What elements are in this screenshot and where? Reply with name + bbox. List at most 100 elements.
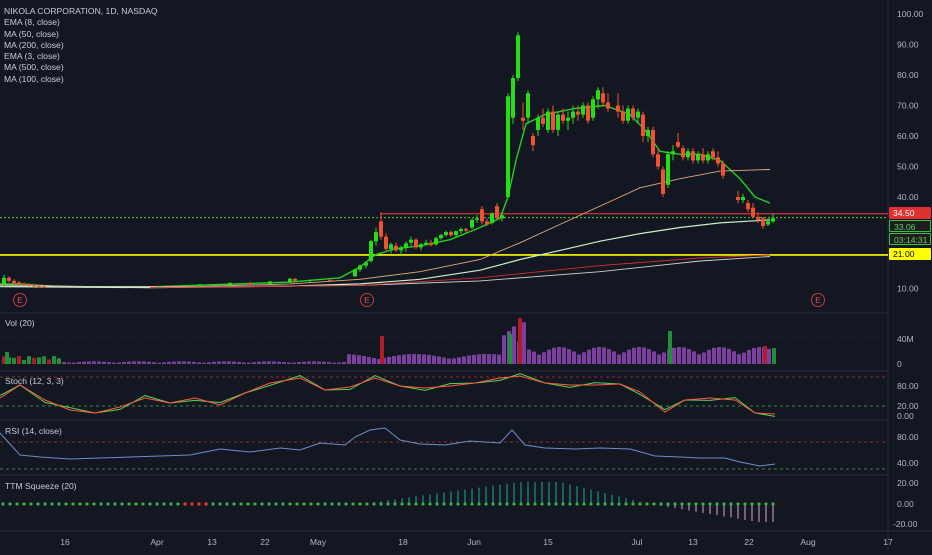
candle-body	[17, 282, 21, 284]
volume-bar	[592, 347, 596, 364]
legend-ma200[interactable]: MA (200, close)	[4, 39, 64, 50]
volume-bar	[697, 354, 701, 364]
ttm-squeeze-dot	[253, 502, 257, 506]
volume-bar	[372, 357, 376, 364]
ttm-squeeze-dot	[337, 502, 341, 506]
volume-bar	[577, 354, 581, 364]
stoch-k-line	[0, 375, 776, 415]
volume-bar	[397, 355, 401, 364]
ttm-squeeze-dot	[638, 502, 642, 506]
volume-bar	[542, 352, 546, 364]
volume-bar	[362, 356, 366, 364]
legend-ma50[interactable]: MA (50, close)	[4, 28, 59, 39]
candle-body	[626, 108, 630, 121]
volume-bar	[377, 358, 381, 364]
candle-body	[37, 286, 41, 288]
candle-body	[516, 35, 520, 79]
ttm-squeeze-dot	[449, 502, 453, 506]
candle-body	[429, 242, 433, 246]
main-legend: NIKOLA CORPORATION, 1D, NASDAQ EMA (8, c…	[4, 6, 158, 85]
candle-body	[706, 154, 710, 161]
candle-body	[746, 203, 750, 210]
ttm-squeeze-dot	[393, 502, 397, 506]
volume-bar	[607, 349, 611, 364]
volume-bar	[652, 351, 656, 364]
volume-bar	[732, 351, 736, 364]
ttm-squeeze-dot	[659, 502, 663, 506]
volume-bar	[192, 361, 196, 364]
ttm-squeeze-dot	[316, 502, 320, 506]
volume-bar	[52, 356, 56, 364]
volume-bar	[547, 349, 551, 364]
volume-bar	[97, 361, 101, 364]
volume-spike	[5, 352, 9, 364]
volume-bar	[77, 362, 81, 364]
volume-bar	[587, 349, 591, 364]
time-axis-label: Apr	[150, 537, 164, 547]
candle-body	[561, 114, 565, 121]
volume-bar	[17, 356, 21, 364]
vol-pane-title[interactable]: Vol (20)	[5, 318, 35, 328]
legend-ema8[interactable]: EMA (8, close)	[4, 17, 60, 28]
ttm-squeeze-dot	[722, 502, 726, 506]
candle-body	[394, 245, 398, 251]
stoch-axis-label: 0.00	[897, 411, 914, 421]
legend-ma500[interactable]: MA (500, close)	[4, 62, 64, 73]
ttm-squeeze-dot	[386, 502, 390, 506]
volume-bar	[737, 354, 741, 364]
ttm-squeeze-dot	[708, 502, 712, 506]
candle-body	[384, 236, 388, 249]
candle-body	[485, 221, 489, 225]
volume-bar	[182, 361, 186, 364]
ttm-squeeze-dot	[323, 502, 327, 506]
ttm-squeeze-dot	[246, 502, 250, 506]
candle-body	[536, 117, 540, 130]
volume-bar	[477, 354, 481, 364]
volume-spike	[763, 346, 767, 364]
candle-body	[696, 154, 700, 161]
candle-body	[439, 235, 443, 239]
volume-bar	[87, 361, 91, 364]
ttm-squeeze-dot	[736, 502, 740, 506]
time-axis-label: 17	[883, 537, 893, 547]
ttm-squeeze-dot	[99, 502, 103, 506]
candle-body	[424, 242, 428, 245]
earnings-marker	[13, 293, 27, 307]
volume-bar	[522, 322, 526, 364]
ttm-squeeze-dot	[64, 502, 68, 506]
ttm-squeeze-dot	[407, 502, 411, 506]
ttm-squeeze-dot	[358, 502, 362, 506]
volume-bar	[442, 357, 446, 364]
ttm-squeeze-dot	[533, 502, 537, 506]
legend-ema3[interactable]: EMA (3, close)	[4, 51, 60, 62]
volume-bar	[722, 347, 726, 364]
candle-body	[551, 111, 555, 130]
earnings-marker	[360, 293, 374, 307]
ttm-pane-title[interactable]: TTM Squeeze (20)	[5, 481, 77, 491]
candle-body	[531, 136, 535, 146]
candle-body	[228, 283, 232, 286]
ttm-squeeze-dot	[155, 502, 159, 506]
volume-bar	[207, 362, 211, 364]
volume-bar	[177, 361, 181, 364]
ttm-squeeze-dot	[29, 502, 33, 506]
legend-ma100[interactable]: MA (100, close)	[4, 73, 64, 84]
ttm-squeeze-dot	[71, 502, 75, 506]
ttm-squeeze-dot	[372, 502, 376, 506]
ttm-squeeze-dot	[288, 502, 292, 506]
volume-bar	[492, 354, 496, 364]
volume-bar	[742, 352, 746, 364]
candle-body	[591, 99, 595, 118]
ttm-squeeze-dot	[400, 502, 404, 506]
ttm-squeeze-dot	[365, 502, 369, 506]
candle-body	[556, 114, 560, 130]
volume-bar	[672, 347, 676, 364]
ttm-squeeze-dot	[8, 502, 12, 506]
volume-bar	[357, 355, 361, 364]
candle-body	[7, 277, 11, 281]
ttm-squeeze-dot	[645, 502, 649, 506]
ttm-squeeze-dot	[414, 502, 418, 506]
stoch-pane-title[interactable]: Stoch (12, 3, 3)	[5, 376, 64, 386]
rsi-pane-title[interactable]: RSI (14, close)	[5, 426, 62, 436]
